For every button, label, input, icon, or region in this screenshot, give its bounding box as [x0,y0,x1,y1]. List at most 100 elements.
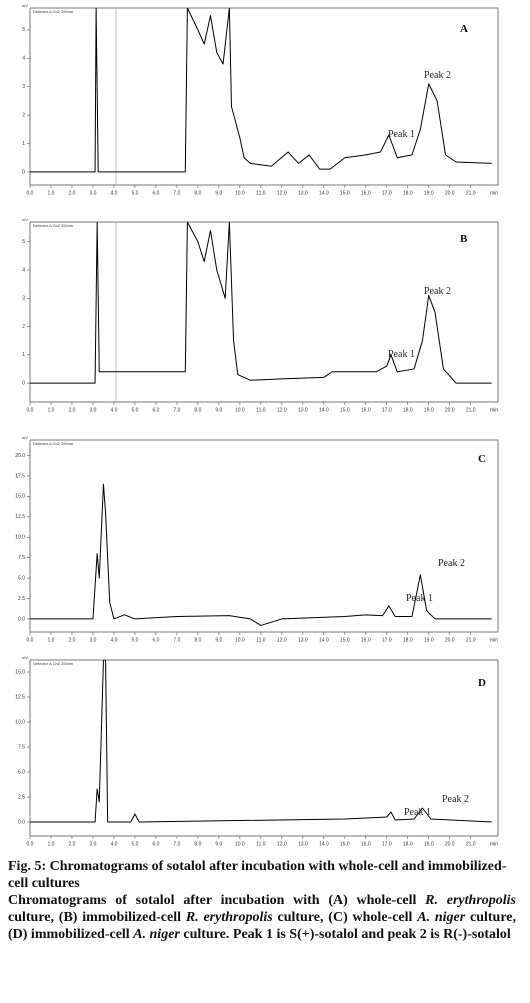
x-tick-label: 14.0 [319,637,329,643]
x-tick-label: 1.0 [48,190,55,196]
x-tick-label: 16.0 [361,407,371,413]
caption-text: culture, (D) immobilized-cell [8,910,516,942]
x-tick-label: 4.0 [110,407,117,413]
x-tick-label: 3.0 [89,407,96,413]
x-tick-label: 17.0 [382,190,392,196]
x-tick-label: 20.0 [445,190,455,196]
x-tick-label: 1.0 [48,637,55,643]
peak-label: Peak 1 [388,129,415,140]
y-tick-label: 10.0 [15,535,25,541]
caption-species: A. niger [133,927,180,942]
y-label: mV [22,3,28,8]
x-tick-label: 6.0 [152,190,159,196]
x-tick-label: 8.0 [194,841,201,847]
x-tick-label: 15.0 [340,841,350,847]
x-tick-label: 0.0 [27,637,34,643]
x-tick-label: 7.0 [173,407,180,413]
peak-label: Peak 1 [406,593,433,604]
x-tick-label: 18.0 [403,637,413,643]
x-tick-label: 7.0 [173,637,180,643]
panel-label: A [460,23,468,35]
x-tick-label: 7.0 [173,190,180,196]
x-tick-label: 15.0 [340,407,350,413]
peak-label: Peak 2 [424,286,451,297]
y-tick-label: 0.0 [18,616,25,622]
x-tick-label: 11.0 [256,637,266,643]
panel-label: B [460,233,468,245]
x-tick-label: 0.0 [27,190,34,196]
caption-text: culture, (B) immobilized-cell [8,910,186,925]
x-tick-label: 14.0 [319,841,329,847]
x-tick-label: 0.0 [27,841,34,847]
caption-species: R. erythropolis [425,893,516,908]
y-tick-label: 1 [22,352,25,358]
x-tick-label: 9.0 [215,841,222,847]
x-tick-label: 18.0 [403,407,413,413]
plot-frame [29,659,499,837]
x-tick-label: 8.0 [194,190,201,196]
x-tick-label: 14.0 [319,190,329,196]
x-tick-label: 3.0 [89,190,96,196]
x-tick-label: 17.0 [382,407,392,413]
x-tick-label: 18.0 [403,190,413,196]
chart-panel: 0 1 2 3 4 5 0.0 1.0 2.0 3.0 4.0 5.0 6.0 7.0 8.0 9.0 10.0… [22,217,499,413]
detector-label: Detector A Ch2 254nm [33,661,74,666]
x-tick-label: 11.0 [256,190,266,196]
panel-label: C [478,453,486,465]
x-tick-label: 1.0 [48,841,55,847]
peak-label: Peak 2 [438,558,465,569]
x-unit: min [490,841,498,847]
x-tick-label: 12.0 [277,841,287,847]
chromatogram-line [30,8,492,173]
x-tick-label: 21.0 [466,637,476,643]
x-tick-label: 8.0 [194,637,201,643]
x-tick-label: 19.0 [424,841,434,847]
x-tick-label: 5.0 [131,407,138,413]
x-tick-label: 0.0 [27,407,34,413]
plot-frame [29,221,499,403]
x-tick-label: 20.0 [445,841,455,847]
y-tick-label: 3 [22,84,25,90]
detector-label: Detector A Ch2 254nm [33,9,74,14]
x-tick-label: 19.0 [424,407,434,413]
x-tick-label: 2.0 [68,637,75,643]
y-tick-label: 5.0 [18,575,25,581]
x-tick-label: 2.0 [68,841,75,847]
x-unit: min [490,637,498,643]
x-tick-label: 5.0 [131,190,138,196]
caption-species: A. niger [417,910,466,925]
x-tick-label: 5.0 [131,637,138,643]
x-tick-label: 15.0 [340,637,350,643]
plot-frame [29,7,499,186]
x-tick-label: 18.0 [403,841,413,847]
x-tick-label: 21.0 [466,407,476,413]
x-tick-label: 12.0 [277,190,287,196]
x-tick-label: 14.0 [319,407,329,413]
caption-species: R. erythropolis [185,910,273,925]
x-tick-label: 1.0 [48,407,55,413]
x-tick-label: 12.0 [277,407,287,413]
x-tick-label: 13.0 [298,637,308,643]
x-tick-label: 20.0 [445,637,455,643]
y-tick-label: 2.5 [18,794,25,800]
caption-body: Chromatograms of sotalol after incubatio… [8,892,516,943]
x-tick-label: 6.0 [152,841,159,847]
y-tick-label: 15.0 [15,494,25,500]
x-tick-label: 5.0 [131,841,138,847]
y-tick-label: 5 [22,239,25,245]
chart-panel: 0 1 2 3 4 5 0.0 1.0 2.0 3.0 4.0 5.0 6.0 7.0 8.0 9.0 10.0… [22,3,499,196]
x-tick-label: 6.0 [152,407,159,413]
y-tick-label: 15.0 [15,669,25,675]
x-tick-label: 7.0 [173,841,180,847]
chart-panel: 0.0 2.5 5.0 7.5 10.0 12.5 15.0 0.0 1.0 2.0 3.0 4.0 5… [15,655,499,847]
detector-label: Detector A Ch2 254nm [33,223,74,228]
x-tick-label: 16.0 [361,637,371,643]
y-tick-label: 12.5 [15,514,25,520]
chromatogram-line [30,660,492,823]
chart-panel: 0.0 2.5 5.0 7.5 10.0 12.5 15.0 17.5 20.0 0.0 1.0 2.… [15,435,499,643]
x-tick-label: 19.0 [424,637,434,643]
x-tick-label: 15.0 [340,190,350,196]
caption-text: culture, (C) whole-cell [272,910,418,925]
x-unit: min [490,190,498,196]
